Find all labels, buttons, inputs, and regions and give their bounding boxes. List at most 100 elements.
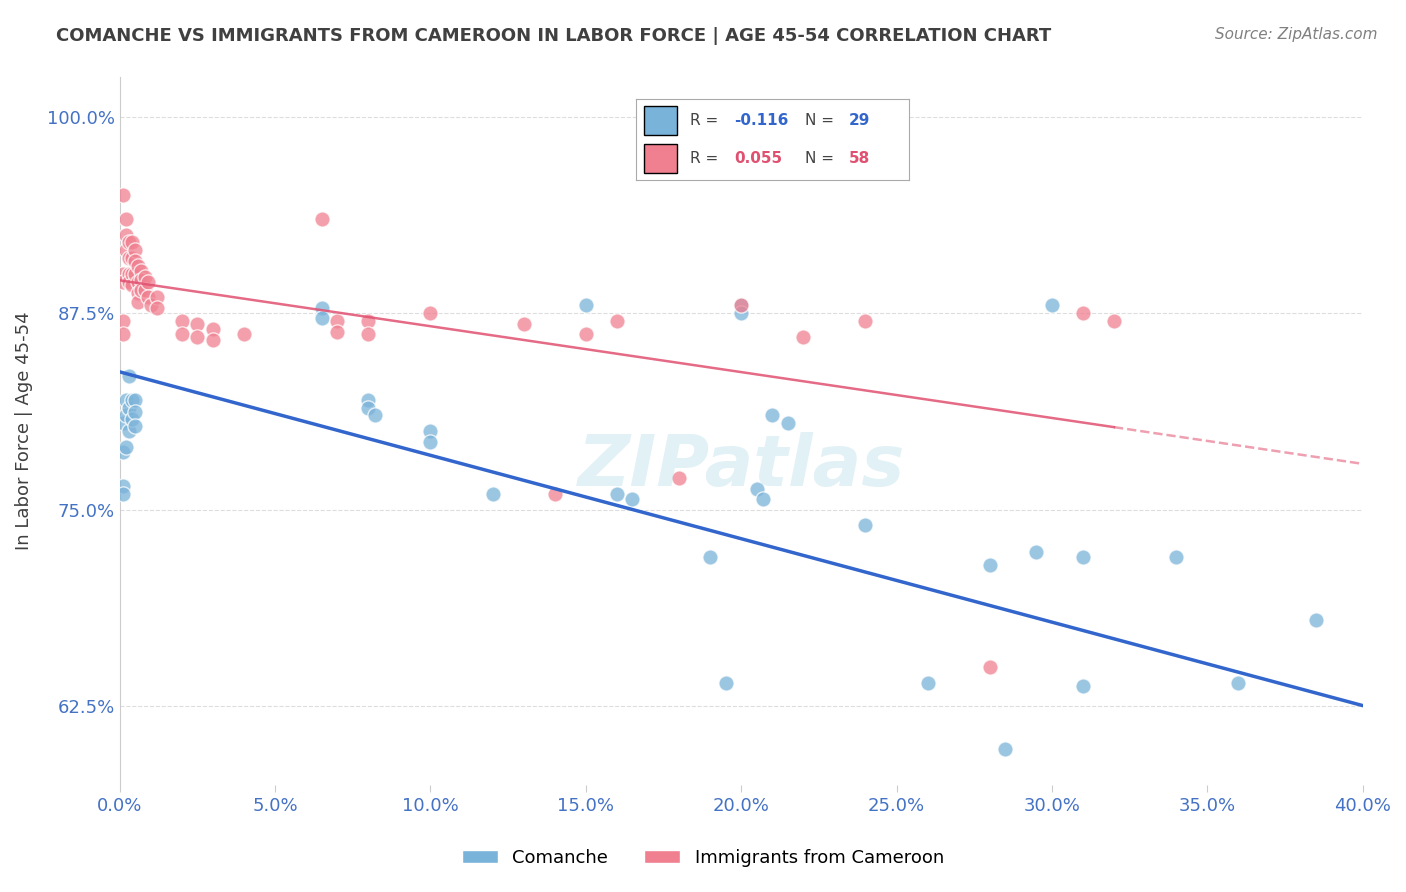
Point (111, 416, 134, 430)
Point (855, 518, 877, 533)
Point (118, 401, 141, 415)
Point (118, 369, 141, 384)
Point (121, 277, 143, 292)
Point (139, 298, 162, 312)
Point (111, 275, 134, 289)
Point (419, 435, 441, 450)
Point (127, 295, 149, 310)
Point (134, 270, 156, 285)
Point (121, 235, 143, 250)
Point (131, 264, 153, 278)
Point (124, 254, 146, 268)
Point (124, 267, 146, 281)
Point (118, 251, 141, 265)
Point (111, 487, 134, 501)
Point (357, 392, 380, 407)
Point (121, 251, 143, 265)
Point (111, 444, 134, 458)
Point (118, 267, 141, 281)
Point (124, 405, 146, 419)
Point (792, 330, 814, 344)
Point (326, 314, 349, 328)
Point (606, 487, 628, 501)
Point (481, 487, 503, 501)
Legend: Comanche, Immigrants from Cameroon: Comanche, Immigrants from Cameroon (454, 842, 952, 874)
Point (311, 310, 333, 325)
Point (855, 314, 877, 328)
Point (127, 285, 149, 300)
Point (136, 291, 159, 305)
Point (134, 283, 156, 297)
Point (419, 306, 441, 320)
Point (111, 326, 134, 341)
Point (1025, 545, 1047, 559)
Point (1040, 298, 1063, 312)
Point (121, 392, 143, 407)
Point (544, 487, 567, 501)
Point (115, 227, 138, 242)
Point (233, 326, 256, 341)
Point (186, 317, 208, 331)
Point (170, 326, 193, 341)
Point (357, 314, 380, 328)
Point (124, 244, 146, 258)
Point (730, 298, 752, 312)
Point (115, 409, 138, 423)
Point (115, 244, 138, 258)
Point (115, 440, 138, 454)
Point (111, 188, 134, 202)
Point (111, 479, 134, 493)
Point (714, 675, 737, 690)
Point (124, 392, 146, 407)
Point (118, 424, 141, 438)
Point (1071, 549, 1094, 564)
Point (115, 392, 138, 407)
Point (115, 211, 138, 226)
Point (121, 411, 143, 425)
Point (994, 741, 1017, 756)
Point (1071, 679, 1094, 693)
Point (745, 482, 768, 496)
Point (311, 211, 333, 226)
Text: ZIPatlas: ZIPatlas (578, 432, 905, 501)
Text: Source: ZipAtlas.com: Source: ZipAtlas.com (1215, 27, 1378, 42)
Point (146, 291, 169, 305)
Point (357, 401, 380, 415)
Point (1102, 314, 1125, 328)
Point (979, 660, 1001, 674)
Point (124, 419, 146, 434)
Point (131, 273, 153, 287)
Point (326, 325, 349, 339)
Point (118, 275, 141, 289)
Point (979, 558, 1001, 572)
Point (146, 301, 169, 316)
Point (1071, 306, 1094, 320)
Point (111, 314, 134, 328)
Point (201, 333, 224, 347)
Point (118, 235, 141, 250)
Point (131, 283, 153, 297)
Point (761, 409, 783, 423)
Point (311, 301, 333, 316)
Point (621, 491, 644, 506)
Point (1166, 549, 1188, 564)
Point (121, 267, 143, 281)
Point (136, 275, 159, 289)
Point (1227, 675, 1250, 690)
Point (127, 259, 149, 273)
Point (668, 471, 690, 485)
Point (699, 549, 721, 564)
Point (512, 317, 534, 331)
Point (111, 267, 134, 281)
Point (730, 298, 752, 312)
Text: COMANCHE VS IMMIGRANTS FROM CAMEROON IN LABOR FORCE | AGE 45-54 CORRELATION CHAR: COMANCHE VS IMMIGRANTS FROM CAMEROON IN … (56, 27, 1052, 45)
Point (917, 675, 939, 690)
Point (730, 306, 752, 320)
Point (575, 298, 598, 312)
Point (170, 314, 193, 328)
Point (363, 409, 385, 423)
Point (419, 424, 441, 438)
Point (357, 326, 380, 341)
Point (127, 275, 149, 289)
Point (186, 330, 208, 344)
